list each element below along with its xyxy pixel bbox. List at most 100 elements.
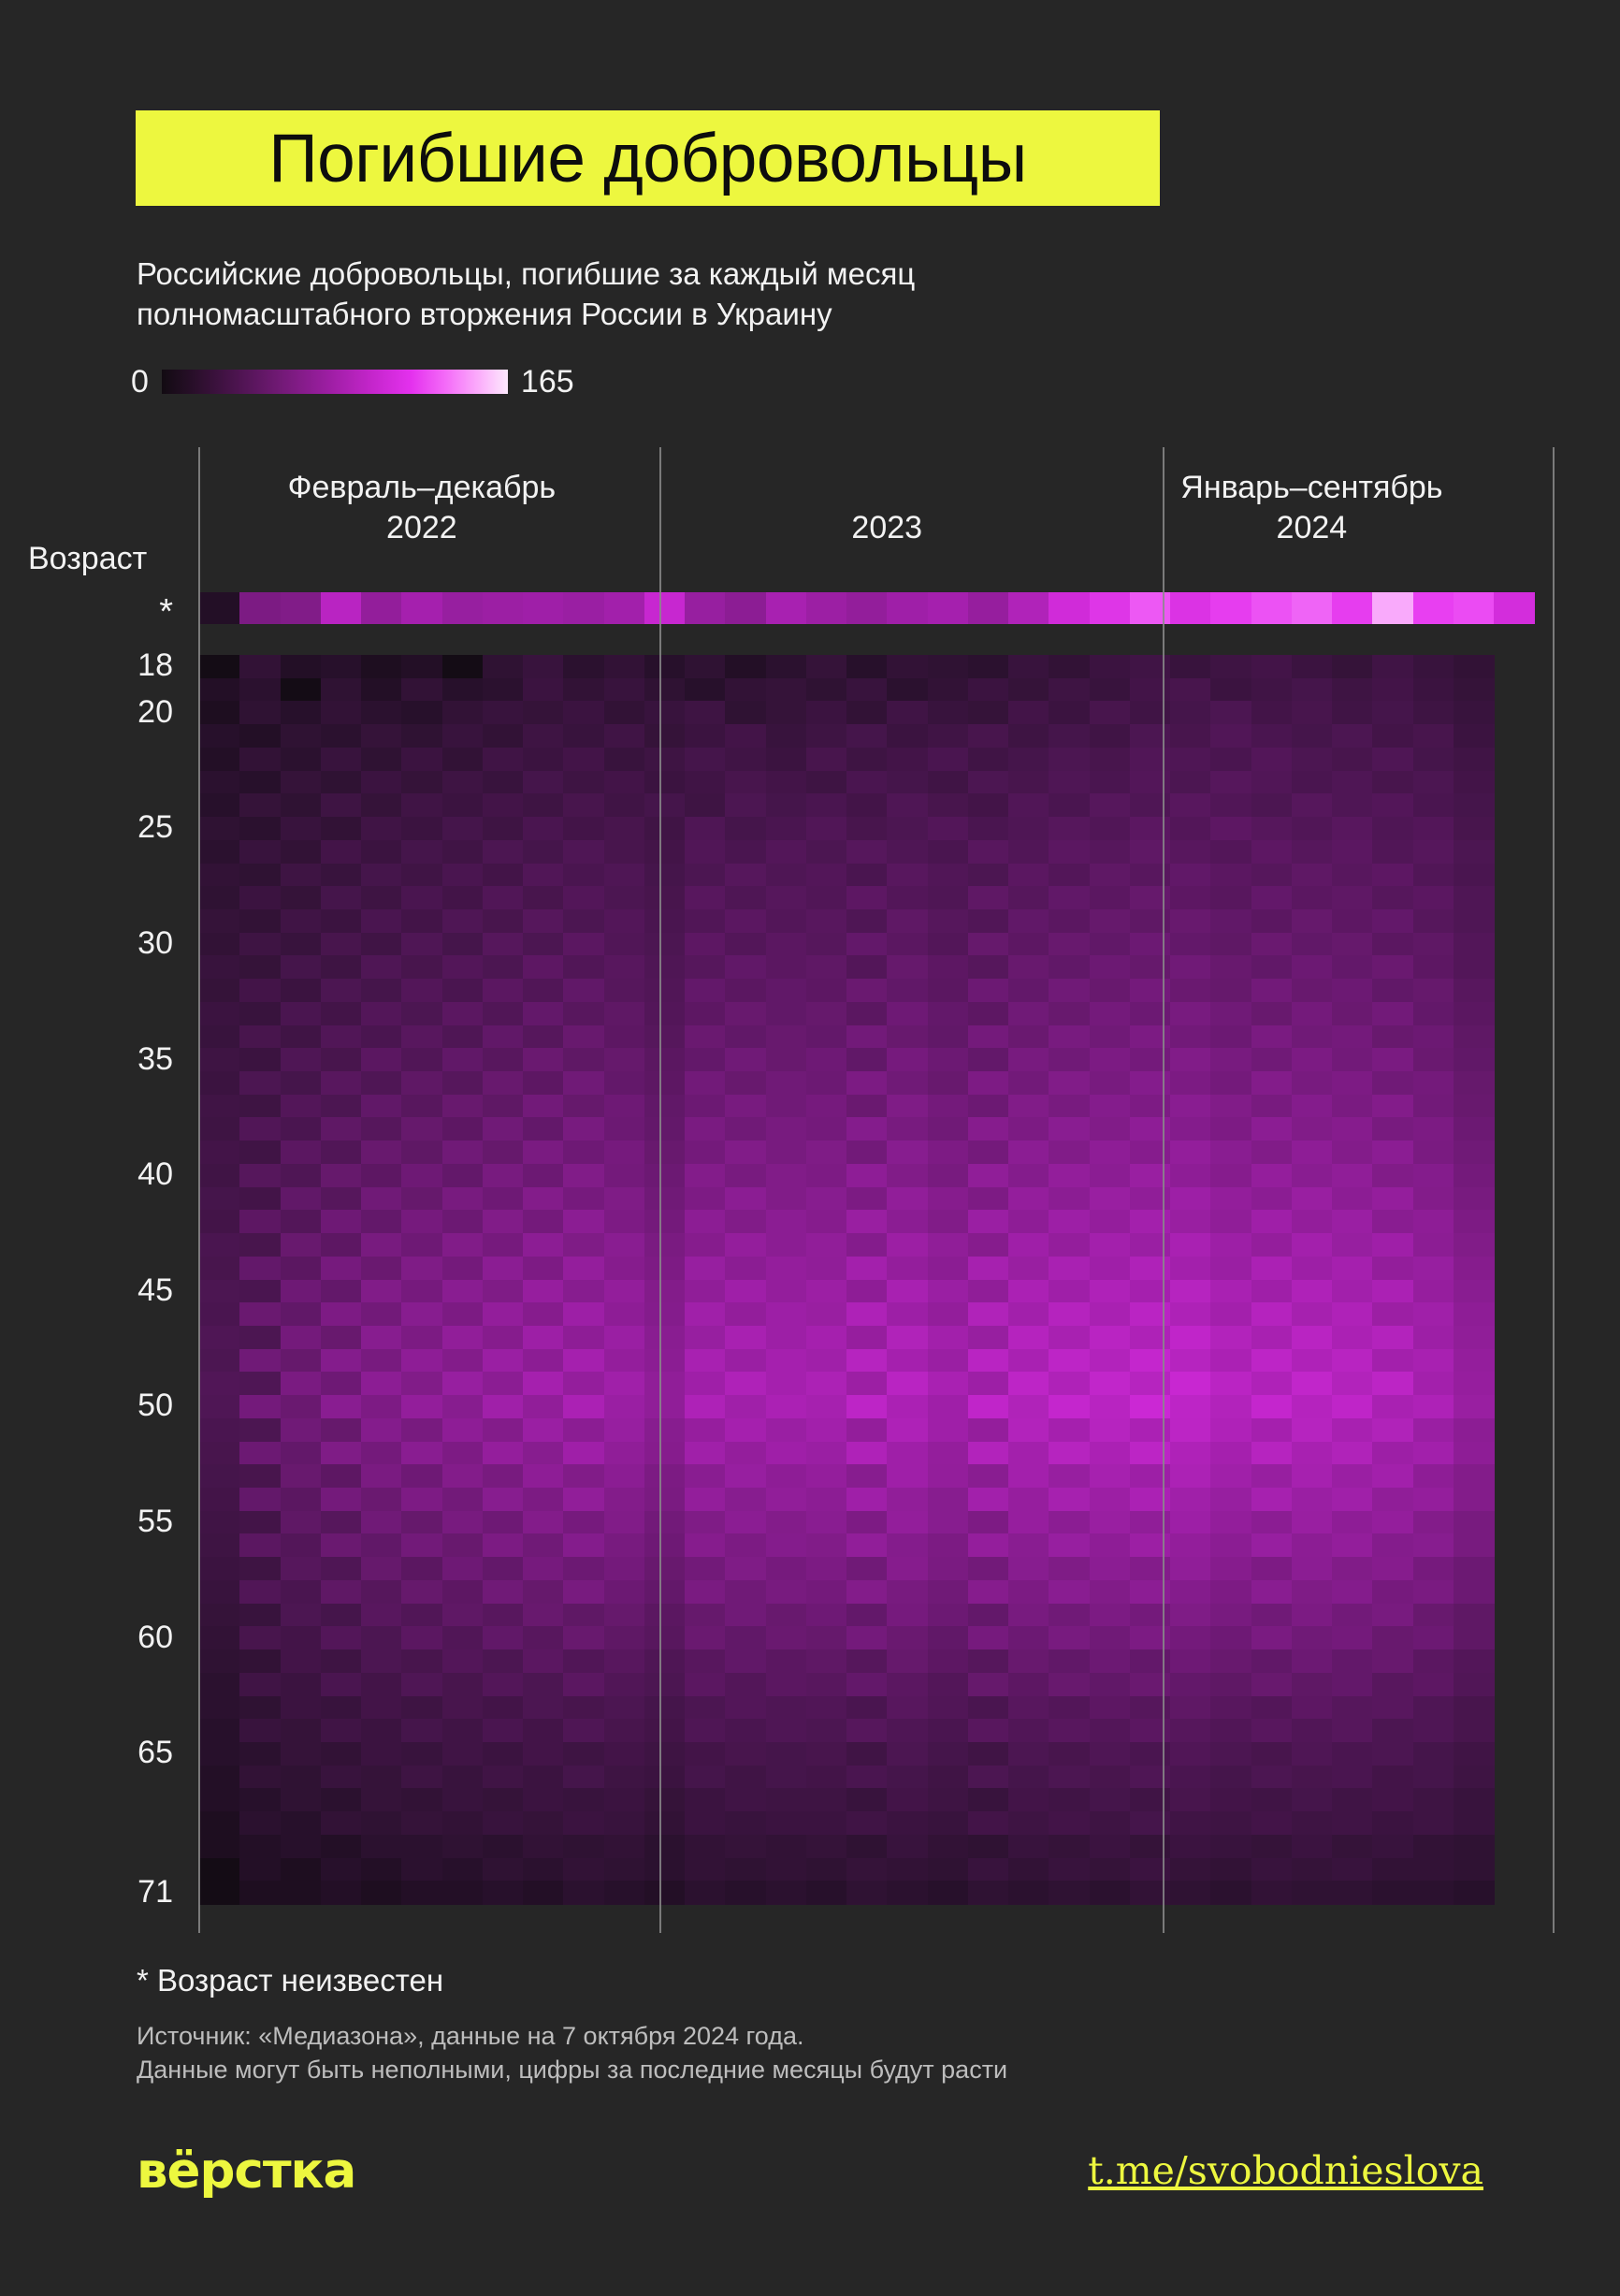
heatmap-cell (482, 1741, 524, 1766)
heatmap-cell (1291, 1649, 1333, 1674)
heatmap-cell (644, 1117, 686, 1141)
heatmap-cell (1210, 1626, 1252, 1650)
heatmap-cell (280, 701, 322, 725)
heatmap-cell (1251, 1233, 1293, 1257)
heatmap-cell (1170, 839, 1211, 865)
heatmap-cell (1291, 1603, 1333, 1627)
heatmap-cell (1049, 1117, 1091, 1141)
heatmap-cell-unknown-age (805, 592, 847, 624)
heatmap-cell (523, 1395, 564, 1419)
period-header-range: Февраль–декабрь (287, 470, 557, 505)
heatmap-cell (320, 1233, 362, 1257)
heatmap-cell (765, 1001, 807, 1026)
heatmap-cell (1049, 932, 1091, 956)
heatmap-cell (441, 1417, 484, 1443)
heatmap-cell (765, 701, 807, 725)
heatmap-cell (1412, 1719, 1454, 1743)
heatmap-cell (967, 1533, 1009, 1558)
telegram-handle-link[interactable]: t.me/svobodnieslova (1088, 2148, 1483, 2193)
heatmap-cell (280, 817, 322, 841)
heatmap-cell (967, 701, 1009, 725)
heatmap-cell (401, 1279, 443, 1303)
heatmap-cell (1453, 1881, 1495, 1905)
heatmap-cell (441, 1233, 484, 1257)
heatmap-cell (1372, 1348, 1414, 1373)
heatmap-cell (1210, 1417, 1252, 1443)
heatmap-cell (523, 1256, 564, 1281)
heatmap-cell (1008, 908, 1049, 934)
heatmap-cell (927, 1210, 969, 1234)
heatmap-cell (685, 1719, 726, 1743)
heatmap-cell (441, 1811, 484, 1836)
heatmap-cell (1129, 1372, 1171, 1396)
heatmap-cell (1372, 1001, 1414, 1026)
heatmap-cell (805, 908, 847, 934)
heatmap-cell (401, 1857, 443, 1882)
heatmap-cell (1008, 1186, 1049, 1211)
heatmap-cell (1291, 932, 1333, 956)
heatmap-cell (685, 1071, 726, 1096)
heatmap-cell (523, 1163, 564, 1188)
heatmap-cell (725, 747, 767, 772)
heatmap-cell (887, 1603, 929, 1627)
heatmap-cell (685, 1325, 726, 1350)
heatmap-cell (1210, 1719, 1252, 1743)
heatmap-cell (482, 839, 524, 865)
heatmap-cell (685, 724, 726, 748)
heatmap-cell (846, 1279, 888, 1303)
heatmap-cell (725, 1811, 767, 1836)
heatmap-cell (1049, 1672, 1091, 1697)
heatmap-cell (441, 1741, 484, 1766)
heatmap-cell (725, 1834, 767, 1859)
heatmap-cell (1291, 1488, 1333, 1512)
heatmap-cell (361, 655, 402, 679)
heatmap-cell (523, 979, 564, 1003)
heatmap-cell-unknown-age (320, 592, 362, 624)
heatmap-cell (887, 1163, 929, 1188)
heatmap-cell (603, 1719, 645, 1743)
heatmap-cell (1089, 1557, 1131, 1581)
heatmap-cell (361, 839, 402, 865)
heatmap-cell (1332, 1094, 1373, 1119)
heatmap-cell (1372, 1094, 1414, 1119)
heatmap-cell (725, 1510, 767, 1535)
heatmap-cell (846, 770, 888, 794)
heatmap-cell (401, 955, 443, 980)
heatmap-cell (320, 932, 362, 956)
heatmap-cell (1129, 1626, 1171, 1650)
heatmap-cell (361, 1001, 402, 1026)
heatmap-cell (1332, 1279, 1373, 1303)
heatmap-cell (644, 1603, 686, 1627)
heatmap-cell (441, 1510, 484, 1535)
heatmap-cell (725, 1024, 767, 1049)
heatmap-cell (765, 1881, 807, 1905)
heatmap-cell (887, 1649, 929, 1674)
heatmap-cell (603, 724, 645, 748)
heatmap-cell (1170, 886, 1211, 910)
heatmap-cell (441, 1279, 484, 1303)
heatmap-cell (1008, 979, 1049, 1003)
heatmap-cell (1170, 724, 1211, 748)
heatmap-cell (967, 1325, 1009, 1350)
heatmap-cell (805, 817, 847, 841)
heatmap-cell (320, 886, 362, 910)
heatmap-cell (1129, 979, 1171, 1003)
heatmap-cell (725, 1579, 767, 1605)
heatmap-cell (1412, 1117, 1454, 1141)
heatmap-cell (725, 932, 767, 956)
heatmap-cell (1372, 1186, 1414, 1211)
heatmap-cell (927, 955, 969, 980)
legend-max-value: 165 (520, 364, 574, 400)
heatmap-cell (725, 1857, 767, 1882)
heatmap-cell (361, 1834, 402, 1859)
heatmap-cell (361, 770, 402, 794)
heatmap-cell (320, 1279, 362, 1303)
heatmap-cell (1170, 1048, 1211, 1072)
heatmap-cell (967, 817, 1009, 841)
heatmap-cell (1129, 817, 1171, 841)
heatmap-cell (441, 908, 484, 934)
heatmap-cell (523, 1834, 564, 1859)
heatmap-cell (401, 677, 443, 703)
heatmap-cell (1372, 979, 1414, 1003)
heatmap-cell (1372, 724, 1414, 748)
